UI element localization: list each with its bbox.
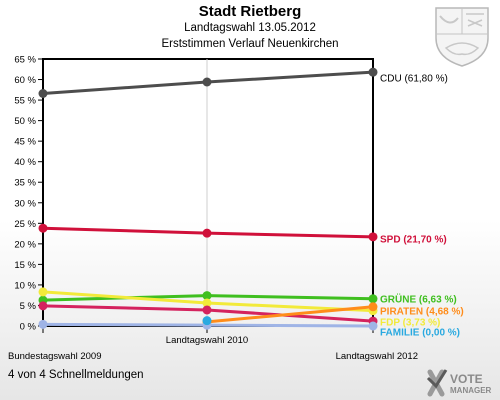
x-tick-label: Bundestagswahl 2009 <box>8 351 102 362</box>
y-tick-label: 35 % <box>14 178 36 189</box>
y-tick-label: 5 % <box>20 301 37 312</box>
data-point-fdp <box>38 287 48 297</box>
data-point-spd <box>38 223 48 233</box>
data-point-familie <box>368 321 378 331</box>
y-tick-label: 30 % <box>14 198 36 209</box>
coat-of-arms-icon <box>435 7 489 67</box>
series-label-familie: FAMILIE (0,00 %) <box>380 328 460 339</box>
y-tick-label: 65 % <box>14 55 36 66</box>
series-label-piraten: PIRATEN (4,68 %) <box>380 307 464 318</box>
y-tick-label: 0 % <box>20 322 37 333</box>
y-tick-label: 20 % <box>14 239 36 250</box>
data-point-cdu <box>202 77 212 87</box>
x-tick-label: Landtagswahl 2010 <box>166 335 248 346</box>
data-point-sonstige <box>202 316 212 326</box>
chart-caption: Erststimmen Verlauf Neuenkirchen <box>161 38 339 50</box>
vote-manager-logo: VOTE MANAGER <box>426 369 492 397</box>
series-label-spd: SPD (21,70 %) <box>380 235 447 246</box>
y-tick-label: 45 % <box>14 137 36 148</box>
data-point-die-linke <box>202 305 212 315</box>
series-label-grüne: GRÜNE (6,63 %) <box>380 293 457 306</box>
chart-subtitle: Landtagswahl 13.05.2012 <box>184 22 316 34</box>
series-line-piraten <box>206 305 374 324</box>
y-tick-label: 60 % <box>14 75 36 86</box>
data-point-grüne <box>202 291 212 301</box>
data-point-piraten <box>368 302 378 312</box>
chart-title: Stadt Rietberg <box>198 3 302 20</box>
y-tick-label: 50 % <box>14 116 36 127</box>
data-point-spd <box>202 228 212 238</box>
y-tick-label: 55 % <box>14 96 36 107</box>
series-label-cdu: CDU (61,80 %) <box>380 74 448 85</box>
logo-text-vote: VOTE <box>450 372 483 386</box>
x-tick-label: Landtagswahl 2012 <box>336 351 418 362</box>
report-status: 4 von 4 Schnellmeldungen <box>8 369 144 381</box>
data-point-grüne <box>368 294 378 304</box>
y-tick-label: 15 % <box>14 260 36 271</box>
data-point-familie <box>38 319 48 329</box>
data-point-cdu <box>368 67 378 77</box>
data-point-fdp <box>202 298 212 308</box>
y-tick-label: 10 % <box>14 280 36 291</box>
data-point-spd <box>368 232 378 242</box>
series-label-fdp: FDP (3,73 %) <box>380 318 440 329</box>
data-point-die-linke <box>38 301 48 311</box>
data-point-cdu <box>38 89 48 99</box>
y-tick-label: 40 % <box>14 157 36 168</box>
y-tick-label: 25 % <box>14 219 36 230</box>
plot-frame <box>42 58 374 327</box>
logo-text-manager: MANAGER <box>450 386 492 395</box>
